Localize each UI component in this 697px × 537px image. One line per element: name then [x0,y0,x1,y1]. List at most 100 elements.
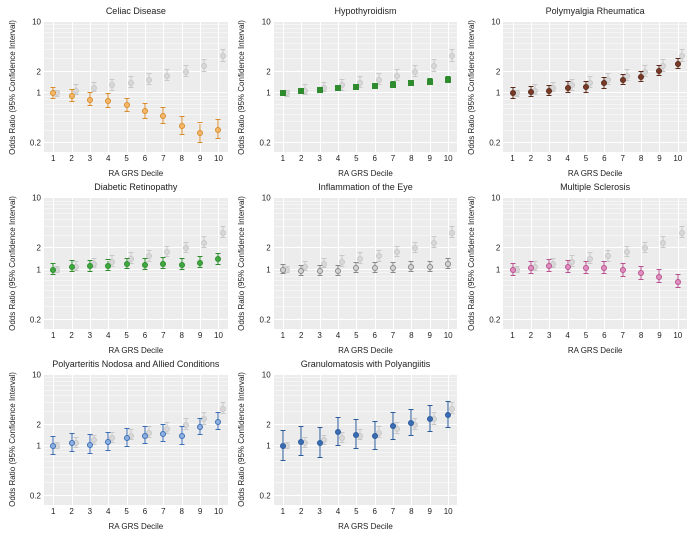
data-point [124,261,130,267]
y-tick-label: 2 [266,67,273,76]
x-tick-label: 1 [281,152,285,163]
chart-panel: Multiple SclerosisOdds Ratio (95% Confid… [465,182,691,354]
x-tick-label: 3 [317,152,321,163]
data-point [546,88,552,94]
x-tick-label: 2 [529,329,533,340]
y-tick-label: 2 [37,420,44,429]
x-tick-label: 2 [69,505,73,516]
plot-area: 0.2121012345678910 [44,22,228,152]
data-point [353,432,359,438]
x-tick-label: 6 [372,329,376,340]
y-tick-label: 1 [37,442,44,451]
y-tick-label: 0.2 [489,315,503,324]
x-tick-label: 8 [180,329,184,340]
x-tick-label: 10 [214,505,223,516]
x-tick-label: 8 [639,329,643,340]
data-point [339,259,345,265]
x-tick-label: 3 [547,329,551,340]
data-point [445,412,451,418]
data-point [128,80,134,86]
data-point [445,261,451,267]
data-point [160,261,166,267]
data-point [201,240,207,246]
x-tick-label: 6 [602,152,606,163]
x-tick-label: 7 [391,152,395,163]
x-tick-label: 4 [106,329,110,340]
data-point [675,279,681,285]
x-tick-label: 9 [428,152,432,163]
data-point [142,108,148,114]
x-tick-label: 8 [409,505,413,516]
x-tick-label: 3 [88,505,92,516]
y-axis-label: Odds Ratio (95% Confidence Interval) [6,22,18,152]
x-tick-label: 4 [106,152,110,163]
x-tick-label: 8 [180,505,184,516]
x-tick-label: 4 [106,505,110,516]
chart-panel: HypothyroidismOdds Ratio (95% Confidence… [236,6,462,178]
x-axis-label: RA GRS Decile [503,169,687,178]
data-point [510,90,516,96]
y-tick-label: 0.2 [489,139,503,148]
data-point [124,102,130,108]
data-point [201,63,207,69]
x-tick-label: 2 [529,152,533,163]
data-point [449,53,455,59]
y-tick-label: 1 [496,265,503,274]
data-point [656,68,662,74]
data-point [87,263,93,269]
y-tick-label: 0.2 [30,315,44,324]
x-tick-label: 10 [214,152,223,163]
data-point [215,256,221,262]
data-point [317,268,323,274]
data-point [427,79,433,85]
y-tick-label: 10 [32,194,44,203]
y-tick-label: 1 [496,89,503,98]
x-tick-label: 6 [372,505,376,516]
panel-title: Celiac Disease [44,6,228,16]
x-tick-label: 5 [354,152,358,163]
y-tick-label: 10 [262,194,274,203]
data-point [353,265,359,271]
data-point [105,439,111,445]
data-point [510,267,516,273]
x-tick-label: 1 [51,505,55,516]
x-tick-label: 2 [69,152,73,163]
x-tick-label: 5 [124,152,128,163]
x-tick-label: 1 [510,152,514,163]
y-tick-label: 2 [266,244,273,253]
data-point [642,245,648,251]
y-tick-label: 10 [262,18,274,27]
panel-title: Hypothyroidism [274,6,458,16]
data-point [638,74,644,80]
x-tick-label: 8 [639,152,643,163]
data-point [546,263,552,269]
x-tick-label: 4 [336,505,340,516]
x-tick-label: 2 [299,329,303,340]
data-point [280,443,286,449]
data-point [164,249,170,255]
data-point [105,98,111,104]
data-point [412,69,418,75]
data-point [601,80,607,86]
x-tick-label: 5 [584,329,588,340]
data-point [87,97,93,103]
x-tick-label: 1 [281,329,285,340]
x-tick-label: 2 [69,329,73,340]
x-tick-label: 5 [124,329,128,340]
plot-area: 0.2121012345678910 [44,198,228,328]
data-point [215,127,221,133]
data-point [335,268,341,274]
data-point [372,265,378,271]
data-point [528,265,534,271]
y-axis-label: Odds Ratio (95% Confidence Interval) [236,375,248,505]
data-point [445,77,451,83]
x-tick-label: 6 [602,329,606,340]
data-point [220,53,226,59]
y-tick-label: 0.2 [260,315,274,324]
panel-title: Inflammation of the Eye [274,182,458,192]
x-tick-label: 6 [143,152,147,163]
x-tick-label: 7 [620,329,624,340]
x-tick-label: 9 [657,329,661,340]
data-point [372,83,378,89]
chart-panel: Polymyalgia RheumaticaOdds Ratio (95% Co… [465,6,691,178]
